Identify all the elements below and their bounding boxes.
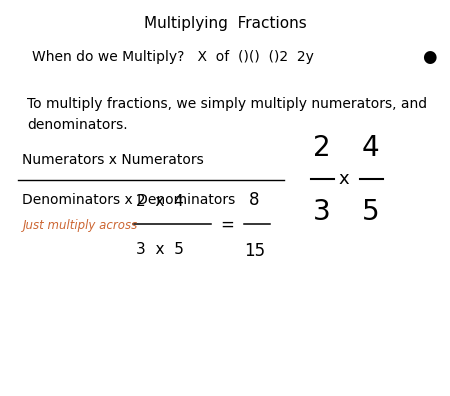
Text: When do we Multiply?   X  of  ()()  ()2  2y: When do we Multiply? X of ()() ()2 2y — [32, 50, 313, 65]
Text: Numerators x Numerators: Numerators x Numerators — [22, 153, 204, 167]
Text: 8: 8 — [249, 191, 260, 209]
Text: 15: 15 — [244, 242, 265, 259]
Text: 2  x  4: 2 x 4 — [136, 194, 184, 209]
Text: 5: 5 — [361, 198, 379, 226]
Text: 4: 4 — [361, 134, 379, 162]
Text: x: x — [338, 170, 349, 188]
Text: 3  x  5: 3 x 5 — [136, 242, 184, 257]
Text: Denominators x Denominators: Denominators x Denominators — [22, 193, 236, 207]
Text: 2: 2 — [313, 134, 331, 162]
Text: To multiply fractions, we simply multiply numerators, and
denominators.: To multiply fractions, we simply multipl… — [27, 97, 427, 131]
Text: 3: 3 — [313, 198, 331, 226]
Text: =: = — [220, 216, 234, 234]
Text: ●: ● — [423, 48, 437, 67]
Text: Just multiply across: Just multiply across — [22, 219, 138, 232]
Text: Multiplying  Fractions: Multiplying Fractions — [144, 16, 306, 31]
